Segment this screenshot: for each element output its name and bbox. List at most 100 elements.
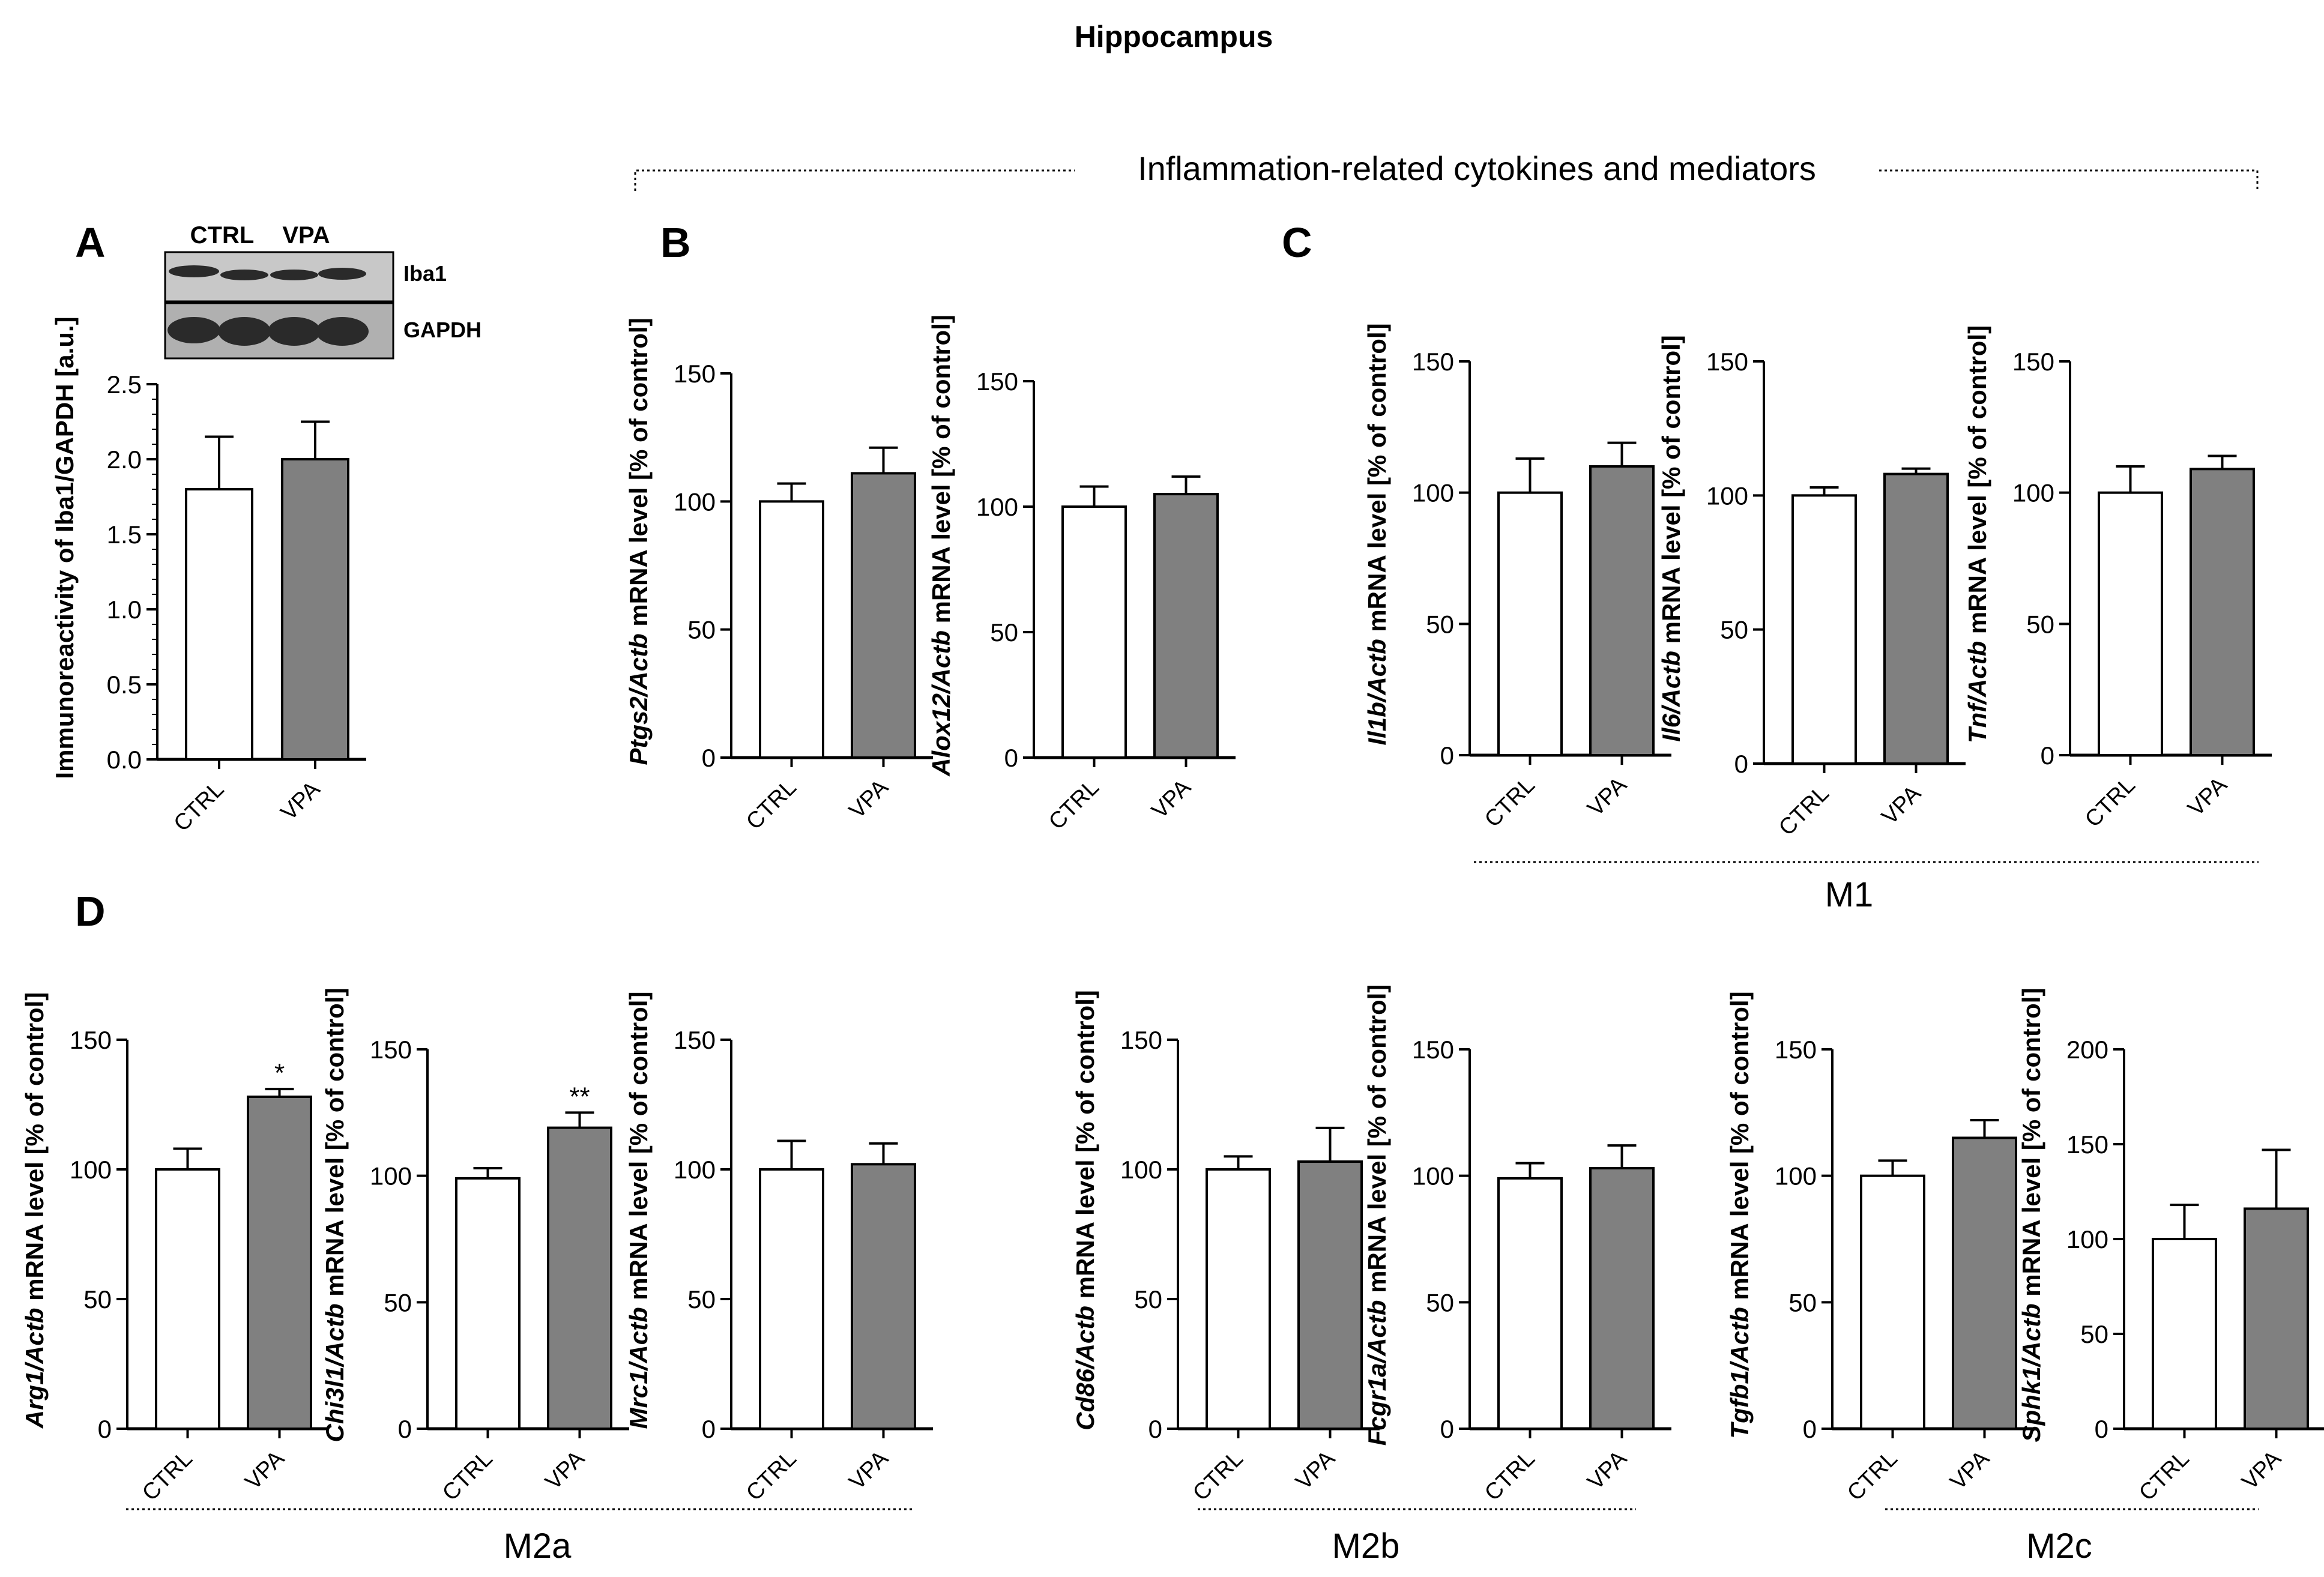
x-tick-label: VPA [276, 776, 325, 825]
y-axis-label: Tnf/Actb mRNA level [% of control] [1963, 325, 1991, 743]
blot-lane-ctrl: CTRL [190, 222, 255, 249]
bar-vpa [1883, 472, 1949, 765]
bar-ctrl [1497, 1177, 1563, 1430]
panel-letter-c: C [1282, 219, 1312, 266]
y-tick-label: 0 [1004, 744, 1018, 772]
y-tick-label: 150 [2012, 348, 2054, 376]
y-tick-label: 100 [1412, 479, 1454, 507]
x-tick-label: CTRL [1480, 1446, 1540, 1506]
y-tick-label: 0 [1803, 1415, 1817, 1443]
y-tick-label: 0 [1440, 741, 1454, 770]
chart-ptgs2: 0 50 100 150 Ptgs2/Actb mRNA level [% of con… [624, 318, 933, 835]
x-tick-label: CTRL [1843, 1446, 1903, 1506]
y-tick-label: 0 [1440, 1415, 1454, 1443]
y-tick-label: 100 [1775, 1162, 1817, 1190]
chart-tgfb1: 0 50 100 150 Tgfb1/Actb mRNA level [% of con… [1725, 991, 2034, 1506]
y-tick-label: 150 [2066, 1130, 2108, 1159]
blot-band [168, 317, 220, 343]
y-tick-label: 150 [1120, 1026, 1162, 1054]
chart-alox12: 0 50 100 150 Alox12/Actb mRNA level [% of co… [927, 315, 1236, 835]
blot-band-label-iba1: Iba1 [403, 261, 447, 286]
x-tick-label: VPA [2237, 1446, 2286, 1495]
chart-arg1: 0 50 100 150 Arg1/Actb mRNA level [% of cont… [20, 992, 329, 1506]
group-label-m2a: M2a [504, 1527, 572, 1566]
bar-ctrl [1860, 1174, 1925, 1430]
bar-vpa [2190, 468, 2255, 756]
y-tick-label: 100 [674, 487, 716, 516]
y-tick-label: 0 [2041, 741, 2054, 770]
y-tick-label: 1.5 [107, 520, 142, 549]
y-tick-label: 150 [976, 367, 1018, 396]
y-tick-label: 100 [2066, 1225, 2108, 1253]
y-tick-label: 150 [1412, 348, 1454, 376]
bar-vpa [1952, 1136, 2017, 1430]
y-tick-label: 150 [1412, 1036, 1454, 1064]
y-tick-label: 50 [1426, 610, 1454, 638]
x-tick-label: CTRL [1044, 775, 1104, 835]
y-axis-label: Il1b/Actb mRNA level [% of control] [1363, 323, 1391, 745]
chart-fcgr1a: 0 50 100 150 Fcgr1a/Actb mRNA level [% of co… [1363, 984, 1671, 1506]
x-tick-label: VPA [1583, 1446, 1632, 1495]
chart-il6: 0 50 100 150 Il6/Actb mRNA level [% of contr… [1657, 335, 1966, 841]
y-tick-label: 50 [2026, 610, 2054, 638]
y-axis-label: Immunoreactivity of Iba1/GAPDH [a.u.] [50, 316, 79, 779]
bar-ctrl [1206, 1168, 1271, 1430]
y-tick-label: 150 [1706, 348, 1748, 376]
section-header: Inflammation-related cytokines and media… [1138, 149, 1816, 187]
y-tick-label: 150 [1775, 1036, 1817, 1064]
y-tick-label: 0.5 [107, 671, 142, 699]
y-tick-label: 100 [976, 493, 1018, 521]
bar-ctrl [455, 1177, 521, 1430]
bar-ctrl [2152, 1238, 2217, 1430]
y-tick-label: 50 [83, 1285, 112, 1313]
chart-iba1: 0.0 0.5 1.0 1.5 2.0 2.5 Immunoreactivity of Ib… [50, 316, 366, 837]
blot-band [270, 270, 318, 280]
y-axis-label: Tgfb1/Actb mRNA level [% of control] [1725, 991, 1754, 1438]
y-tick-label: 0 [98, 1415, 112, 1443]
bar-vpa [851, 1163, 916, 1430]
y-tick-label: 100 [370, 1162, 412, 1190]
group-label-m2c: M2c [2026, 1527, 2092, 1566]
blot-band [169, 265, 219, 277]
y-tick-label: 0 [1148, 1415, 1162, 1443]
x-tick-label: CTRL [1188, 1446, 1248, 1506]
x-tick-label: VPA [1583, 772, 1632, 821]
group-label-m2b: M2b [1332, 1527, 1400, 1566]
y-tick-label: 50 [1788, 1288, 1817, 1316]
bar-ctrl [759, 500, 824, 759]
blot-band [316, 317, 369, 346]
y-axis-label: Sphk1/Actb mRNA level [% of control] [2017, 988, 2045, 1443]
y-tick-label: 0 [702, 744, 716, 772]
y-tick-label: 1.0 [107, 596, 142, 624]
x-tick-label: VPA [540, 1446, 590, 1495]
blot-band [218, 317, 271, 346]
y-axis-label: Chi3l1/Actb mRNA level [% of control] [321, 988, 349, 1443]
bar-ctrl [759, 1168, 824, 1430]
y-tick-label: 150 [674, 1026, 716, 1054]
bar-vpa [547, 1126, 612, 1430]
panel-letter-d: D [75, 888, 106, 935]
chart-mrc1: 0 50 100 150 Mrc1/Actb mRNA level [% of cont… [624, 992, 933, 1506]
blot-band [220, 270, 268, 280]
y-axis-label: Cd86/Actb mRNA level [% of control] [1071, 990, 1099, 1431]
x-tick-label: VPA [240, 1446, 289, 1495]
x-tick-label: CTRL [741, 775, 801, 835]
y-tick-label: 50 [687, 1285, 716, 1313]
y-tick-label: 150 [370, 1036, 412, 1064]
y-axis-label: Arg1/Actb mRNA level [% of control] [20, 992, 49, 1429]
y-tick-label: 50 [1720, 616, 1748, 644]
y-tick-label: 2.5 [107, 370, 142, 399]
chart-il1b: 0 50 100 150 Il1b/Actb mRNA level [% of cont… [1363, 323, 1671, 833]
panel-letter-b: B [660, 219, 691, 266]
x-tick-label: CTRL [137, 1446, 198, 1506]
y-tick-label: 100 [1120, 1156, 1162, 1184]
figure-title: Hippocampus [1075, 20, 1273, 53]
blot-band-label-gapdh: GAPDH [403, 318, 481, 342]
chart-chi3l1: 0 50 100 150 Chi3l1/Actb mRNA level [% of co… [321, 988, 629, 1506]
blot-band [268, 317, 321, 346]
y-tick-label: 0 [702, 1415, 716, 1443]
chart-tnf: 0 50 100 150 Tnf/Actb mRNA level [% of contr… [1963, 325, 2272, 833]
bar-ctrl [1061, 505, 1127, 759]
y-axis-label: Fcgr1a/Actb mRNA level [% of control] [1363, 984, 1391, 1446]
bar-vpa [851, 472, 916, 759]
